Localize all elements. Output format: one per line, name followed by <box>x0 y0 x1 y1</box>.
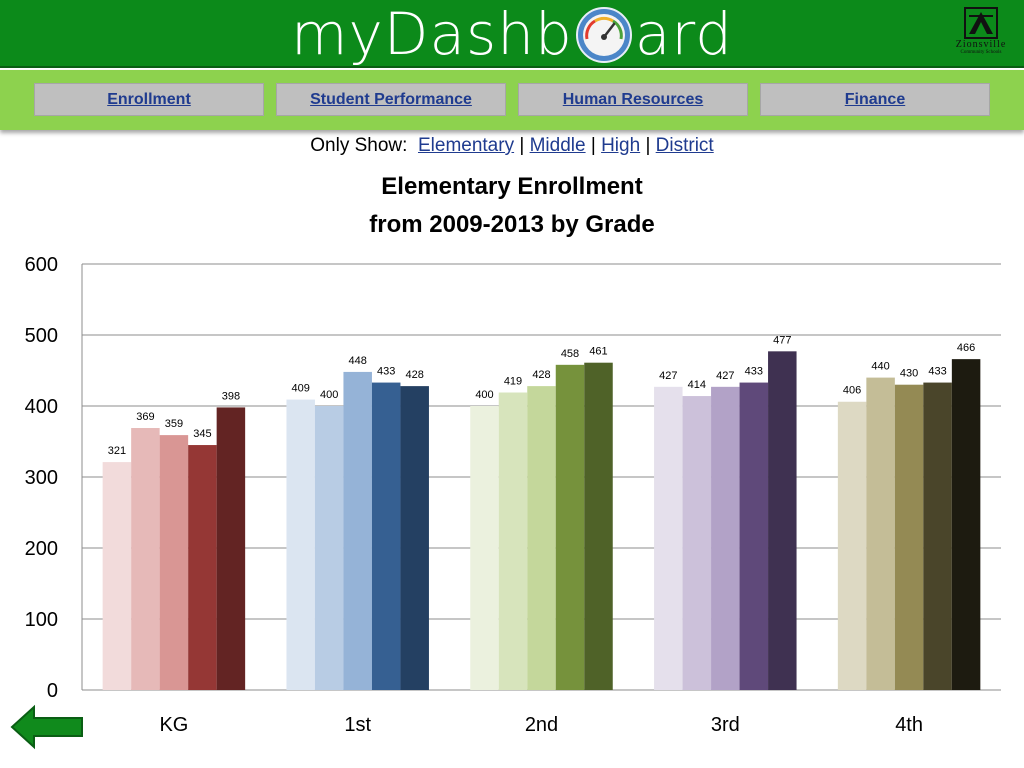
y-tick-label: 200 <box>25 538 58 560</box>
bar <box>711 386 740 690</box>
data-label: 398 <box>222 390 240 402</box>
nav-finance[interactable]: Finance <box>760 83 990 116</box>
filter-elementary[interactable]: Elementary <box>417 135 515 156</box>
data-label: 433 <box>377 366 395 378</box>
bar <box>102 462 132 690</box>
filter-label: Only Show: <box>310 135 408 156</box>
app-title-right: ard <box>634 0 733 68</box>
speedometer-icon <box>575 6 633 64</box>
bar <box>682 396 712 690</box>
y-tick-label: 300 <box>25 467 58 489</box>
enrollment-chart: 0 100 200 300 400 500 600 321 369 359 345 398 KG 409 4… <box>25 254 1001 736</box>
data-label: 345 <box>193 428 211 440</box>
y-tick-label: 400 <box>25 396 58 418</box>
bar <box>286 399 315 690</box>
x-tick-label: 2nd <box>525 714 558 736</box>
logo-name: Zionsville <box>955 39 1007 50</box>
data-label: 448 <box>349 355 367 367</box>
chart-title-block: Elementary Enrollment from 2009-2013 by … <box>0 168 1024 244</box>
app-title: myDashb ard <box>0 0 1024 70</box>
nav-human-resources[interactable]: Human Resources <box>518 83 748 116</box>
bar <box>923 382 952 690</box>
chart-title: Elementary Enrollment <box>381 173 643 200</box>
filter-district[interactable]: District <box>655 135 714 156</box>
data-label: 427 <box>659 370 677 382</box>
bar <box>131 428 160 690</box>
x-tick-label: 3rd <box>711 714 740 736</box>
data-label: 477 <box>773 334 791 346</box>
bar <box>343 371 372 690</box>
y-tick-label: 600 <box>25 254 58 276</box>
back-arrow-icon[interactable] <box>8 704 86 750</box>
data-label: 440 <box>871 361 889 373</box>
school-logo-icon <box>964 7 998 39</box>
bar <box>584 362 613 690</box>
bar <box>314 406 344 690</box>
chart-subtitle: from 2009-2013 by Grade <box>369 211 655 238</box>
bar <box>159 435 189 690</box>
data-label: 321 <box>108 445 126 457</box>
data-label: 433 <box>745 366 763 378</box>
data-label: 400 <box>320 389 338 401</box>
data-label: 466 <box>957 342 975 354</box>
bar <box>951 359 981 690</box>
bar <box>654 386 683 690</box>
bar <box>866 377 895 690</box>
logo-subtitle: Community Schools <box>960 50 1002 55</box>
bar <box>555 364 585 690</box>
bar <box>400 386 429 690</box>
y-tick-label: 0 <box>47 680 58 702</box>
data-label: 458 <box>561 348 579 360</box>
data-label: 414 <box>688 379 706 391</box>
bar <box>768 351 797 690</box>
data-label: 400 <box>475 389 493 401</box>
data-label: 430 <box>900 368 918 380</box>
filter-separator: | <box>519 135 525 156</box>
bar <box>216 407 246 690</box>
bar <box>188 445 217 690</box>
x-tick-label: 4th <box>895 714 923 736</box>
bar <box>470 406 499 690</box>
nav-bar: Enrollment Student Performance Human Res… <box>0 70 1024 130</box>
bar <box>498 392 528 690</box>
filter-separator: | <box>590 135 596 156</box>
data-label: 369 <box>136 411 154 423</box>
app-title-left: myDashb <box>290 0 573 68</box>
data-label: 428 <box>406 369 424 381</box>
data-label: 409 <box>292 383 310 395</box>
filter-high[interactable]: High <box>601 135 641 156</box>
nav-student-performance[interactable]: Student Performance <box>276 83 506 116</box>
data-label: 359 <box>165 418 183 430</box>
y-tick-label: 100 <box>25 609 58 631</box>
data-label: 419 <box>504 376 522 388</box>
school-logo: Zionsville Community Schools <box>946 6 1016 64</box>
filter-separator: | <box>645 135 651 156</box>
x-tick-label: 1st <box>344 714 371 736</box>
bar <box>894 384 924 690</box>
bar <box>837 401 867 690</box>
data-label: 433 <box>928 366 946 378</box>
y-tick-label: 500 <box>25 325 58 347</box>
data-label: 427 <box>716 370 734 382</box>
nav-enrollment[interactable]: Enrollment <box>34 83 264 116</box>
data-label: 428 <box>532 369 550 381</box>
data-label: 406 <box>843 385 861 397</box>
data-label: 461 <box>589 346 607 358</box>
bar <box>371 382 401 690</box>
header-bar: myDashb ard Zionsville Community Schools <box>0 0 1024 68</box>
bar <box>527 386 556 690</box>
level-filter: Only Show: Elementary | Middle | High | … <box>0 135 1024 157</box>
bar <box>739 382 769 690</box>
filter-middle[interactable]: Middle <box>529 135 586 156</box>
x-tick-label: KG <box>159 714 188 736</box>
